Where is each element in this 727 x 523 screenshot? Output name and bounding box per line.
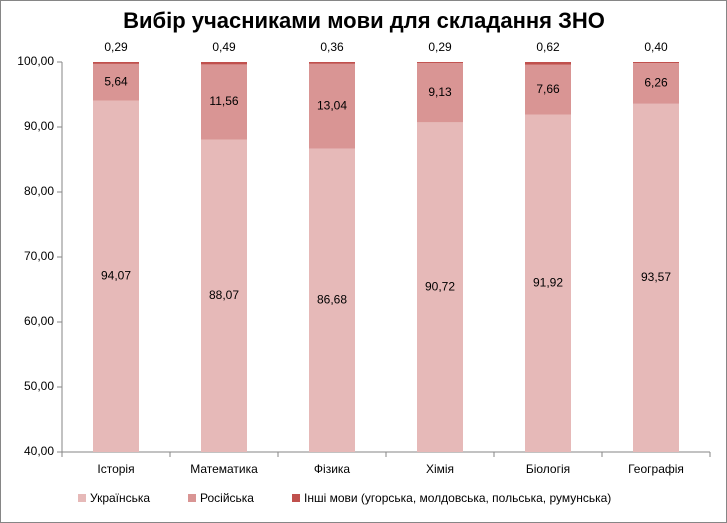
data-label: 93,57 [641,270,671,284]
y-tick-label: 90,00 [24,119,54,133]
x-tick-label: Фізика [314,462,351,476]
legend-label: Українська [90,491,150,505]
bar-segment [201,64,247,140]
y-tick-label: 100,00 [17,54,54,68]
y-tick-label: 80,00 [24,184,54,198]
data-label: 7,66 [536,82,560,96]
legend-swatch [188,494,196,502]
legend-swatch [292,494,300,502]
data-label: 0,36 [320,40,344,54]
data-label: 0,29 [428,40,452,54]
y-tick-label: 50,00 [24,379,54,393]
bar-segment [201,62,247,65]
legend-label: Інші мови (угорська, молдовська, польськ… [304,491,611,505]
bar-segment [633,103,679,453]
data-label: 13,04 [317,98,347,112]
bar-segment [309,148,355,452]
bar-segment [417,122,463,452]
y-tick-label: 60,00 [24,314,54,328]
data-label: 9,13 [428,85,452,99]
bar-segment [525,62,571,65]
data-label: 88,07 [209,288,239,302]
data-label: 5,64 [104,74,128,88]
bar-segment [525,64,571,115]
x-tick-label: Хімія [426,462,454,476]
x-tick-label: Географія [628,462,684,476]
data-label: 0,49 [212,40,236,54]
legend-label: Російська [200,491,254,505]
data-label: 0,29 [104,40,128,54]
bar-segment [93,62,139,64]
bar-segment [309,62,355,64]
bar-segment [417,62,463,123]
bar-segment [201,139,247,453]
data-label: 90,72 [425,279,455,293]
bar-segment [633,62,679,64]
data-label: 6,26 [644,76,668,90]
chart-title: Вибір учасниками мови для складання ЗНО [123,8,605,33]
data-label: 0,40 [644,40,668,54]
bar-segment [633,63,679,104]
bar-segment [525,114,571,453]
data-label: 0,62 [536,40,560,54]
y-tick-label: 70,00 [24,249,54,263]
x-tick-label: Біологія [526,462,570,476]
bar-segment [309,63,355,149]
legend-swatch [78,494,86,502]
bar-segment [93,63,139,101]
y-tick-label: 40,00 [24,444,54,458]
data-label: 11,56 [209,94,238,108]
data-label: 86,68 [317,292,347,306]
x-tick-label: Історія [97,462,134,476]
x-tick-label: Математика [190,462,258,476]
data-label: 94,07 [101,268,131,282]
bar-segment [93,100,139,453]
bar-segment [417,62,463,63]
data-label: 91,92 [533,275,563,289]
